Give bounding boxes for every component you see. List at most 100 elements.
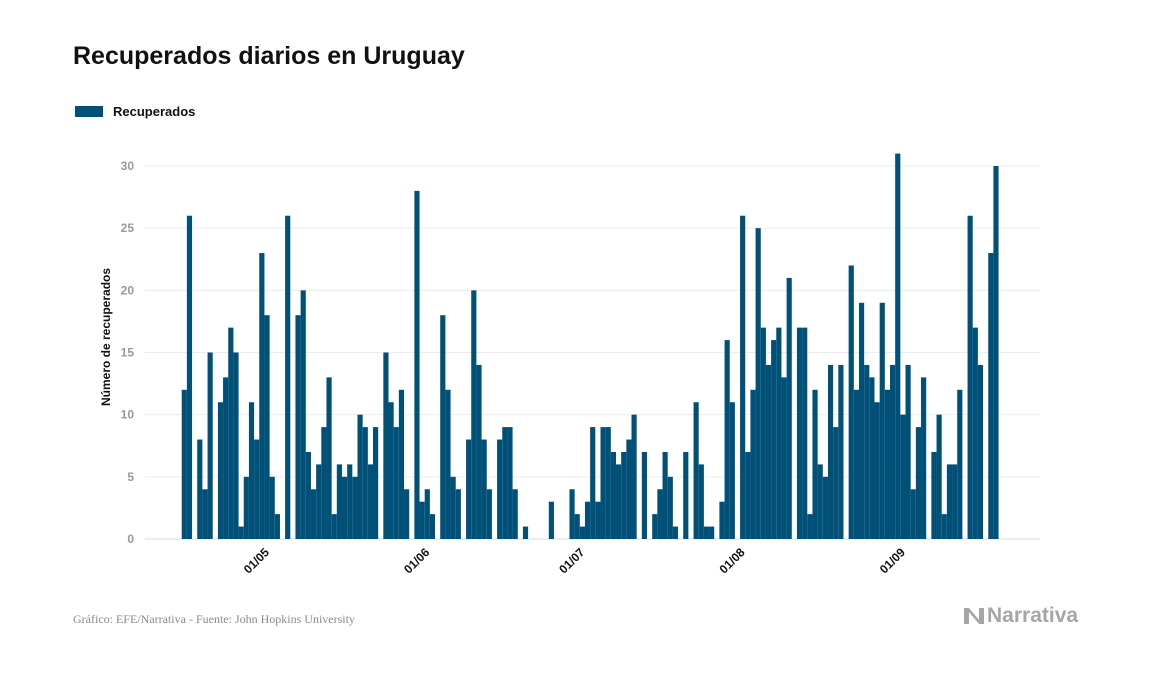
bar-14/07 [652, 514, 658, 539]
bar-09/08 [786, 277, 792, 539]
bar-16/07 [662, 451, 668, 539]
bar-20/05 [367, 464, 374, 539]
bar-24/05 [388, 402, 394, 539]
bar-22/07 [693, 402, 699, 539]
bar-04/06 [445, 389, 451, 539]
bar-27/07 [719, 501, 725, 539]
y-tick-labels: 0 5 10 15 20 25 30 [121, 159, 135, 546]
bar-03/07 [595, 501, 601, 539]
bar-09/07 [626, 439, 632, 539]
bar-04/09 [921, 377, 927, 539]
bar-17/06 [512, 489, 518, 539]
y-tick-label: 15 [121, 346, 135, 360]
bar-07/07 [615, 464, 622, 539]
bar-24/07 [703, 526, 710, 539]
y-tick-label: 0 [127, 532, 134, 546]
bar-19/08 [838, 364, 844, 539]
bar-26/08 [874, 402, 880, 539]
bar-06/08 [771, 340, 777, 539]
x-tick-label: 01/07 [556, 545, 587, 576]
bar-04/07 [600, 427, 606, 539]
bar-09/09 [946, 464, 953, 539]
bar-12/07 [641, 451, 648, 539]
bar-12/05 [326, 377, 332, 539]
bar-29/05 [414, 190, 420, 539]
bar-19/06 [522, 526, 529, 539]
bar-15/08 [817, 464, 823, 539]
bar-18/09 [993, 166, 999, 539]
x-tick-label: 01/09 [877, 545, 908, 576]
bar-12/06 [486, 489, 492, 539]
bar-27/08 [879, 302, 885, 539]
bar-30/05 [419, 501, 425, 539]
bar-01/07 [584, 501, 591, 539]
bar-22/04 [223, 377, 229, 539]
bar-25/07 [709, 526, 715, 539]
bar-01/08 [745, 451, 751, 539]
bar-23/08 [858, 302, 865, 539]
bar-24/04 [233, 352, 239, 539]
bar-21/05 [373, 427, 379, 539]
bar-19/04 [207, 352, 213, 539]
bar-06/09 [931, 451, 937, 539]
bar-07/05 [300, 290, 306, 539]
bar-06/07 [610, 451, 616, 539]
bar-18/07 [672, 526, 679, 539]
bar-05/07 [605, 427, 611, 539]
bar-26/04 [243, 476, 249, 539]
bar-11/08 [796, 327, 803, 539]
bar-24/08 [864, 364, 870, 539]
bar-29/08 [890, 364, 896, 539]
bar-11/09 [957, 389, 963, 539]
bar-03/08 [755, 228, 761, 539]
bar-30/06 [579, 526, 585, 539]
bar-30/08 [895, 153, 901, 540]
bar-22/08 [853, 389, 859, 539]
bar-02/09 [910, 489, 916, 539]
bar-13/08 [807, 514, 813, 539]
bar-12/08 [802, 327, 808, 539]
chart-title: Recuperados diarios en Uruguay [73, 42, 465, 70]
bar-14/04 [181, 389, 187, 539]
bar-02/05 [274, 514, 280, 539]
bars [181, 153, 999, 540]
bar-17/09 [988, 253, 994, 540]
y-tick-label: 10 [121, 408, 135, 422]
logo-text: Narrativa [987, 604, 1079, 627]
bar-24/06 [548, 501, 554, 539]
source-footer: Gráfico: EFE/Narrativa - Fuente: John Ho… [73, 612, 355, 626]
bar-06/05 [295, 315, 301, 539]
bar-29/04 [259, 253, 265, 540]
bar-18/04 [202, 489, 208, 539]
bar-16/05 [347, 464, 353, 539]
narrativa-logo: Narrativa [963, 604, 1078, 628]
bar-15/07 [657, 489, 663, 539]
bar-14/06 [497, 439, 503, 539]
bar-15/06 [502, 427, 508, 539]
bar-04/08 [760, 327, 766, 539]
bar-28/07 [724, 340, 730, 539]
bar-15/05 [341, 476, 348, 539]
y-tick-label: 25 [121, 221, 135, 235]
bar-13/05 [331, 514, 337, 539]
bar-05/08 [765, 364, 772, 539]
bar-21/08 [848, 265, 854, 539]
bar-08/09 [941, 514, 947, 539]
y-tick-label: 30 [121, 159, 135, 173]
bar-10/09 [952, 464, 958, 539]
bar-17/07 [667, 476, 673, 539]
legend-label: Recuperados [113, 104, 196, 119]
bar-02/08 [750, 389, 756, 539]
bar-11/05 [321, 427, 327, 539]
bar-31/07 [740, 215, 746, 539]
y-tick-label: 5 [127, 470, 134, 484]
bar-25/08 [869, 377, 875, 539]
bar-17/05 [352, 476, 358, 539]
bar-09/06 [471, 290, 477, 539]
bar-23/04 [228, 327, 234, 539]
bar-08/07 [621, 451, 627, 539]
bar-01/06 [429, 514, 436, 539]
bar-08/08 [781, 377, 787, 539]
bar-06/06 [455, 489, 461, 539]
bar-09/05 [310, 489, 317, 539]
